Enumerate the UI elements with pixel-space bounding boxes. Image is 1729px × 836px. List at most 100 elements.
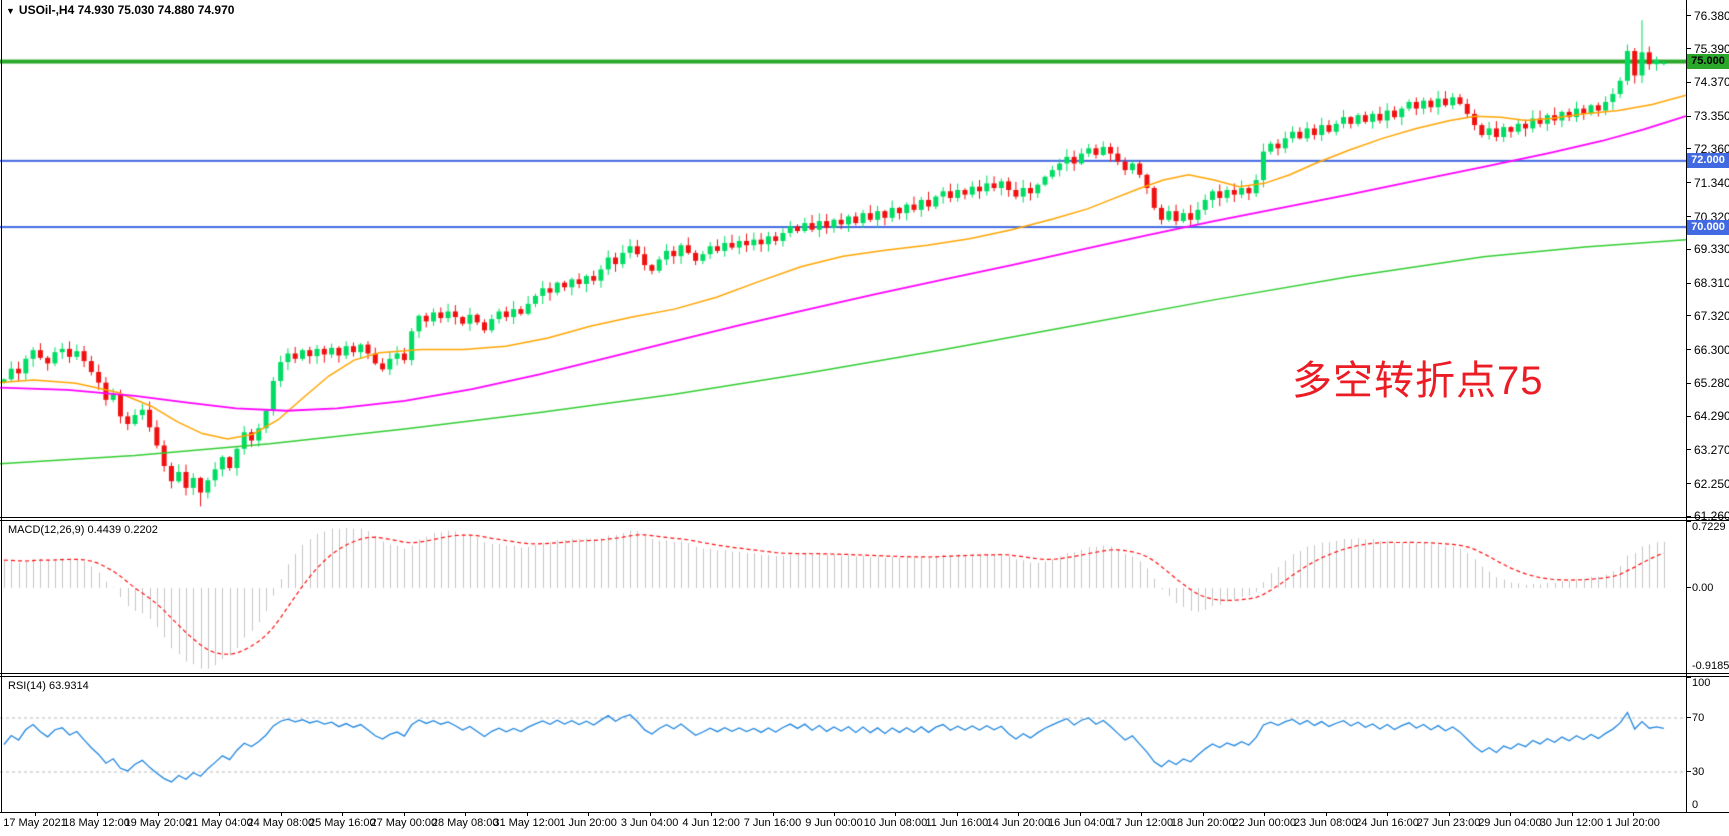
price-axis-label: 62.250 xyxy=(1694,476,1729,491)
main-price-canvas[interactable] xyxy=(0,0,1686,517)
price-axis-label: 73.350 xyxy=(1694,109,1729,124)
time-axis-label: 4 Jun 12:00 xyxy=(682,817,740,829)
panel-separator xyxy=(0,520,1729,521)
time-axis-tick xyxy=(280,812,282,816)
macd-indicator-label: MACD(12,26,9) 0.4439 0.2202 xyxy=(8,524,158,536)
price-axis-border xyxy=(1686,0,1687,812)
time-axis-tick xyxy=(1571,812,1573,816)
time-axis-tick xyxy=(1510,812,1511,816)
chart-left-border xyxy=(1,0,2,812)
time-axis-tick xyxy=(403,812,405,816)
macd-canvas[interactable] xyxy=(0,521,1686,673)
price-axis-label: 72.360 xyxy=(1694,141,1729,156)
macd-axis-label: 0.7229 xyxy=(1692,521,1726,533)
time-axis-tick xyxy=(1264,812,1266,816)
rsi-axis-tick xyxy=(1686,811,1691,813)
time-axis-tick xyxy=(1633,812,1634,816)
hline-price-badge: 75.000 xyxy=(1687,54,1729,70)
rsi-axis-label: 0 xyxy=(1692,799,1699,811)
price-axis-tick xyxy=(1686,148,1691,150)
time-axis-tick xyxy=(157,812,159,816)
time-axis-tick xyxy=(649,812,651,816)
time-axis-label: 14 Jun 20:00 xyxy=(986,817,1051,829)
price-axis-tick xyxy=(1686,216,1691,217)
time-axis-tick xyxy=(35,812,36,816)
price-axis-label: 76.380 xyxy=(1694,8,1729,23)
price-axis-label: 65.280 xyxy=(1694,376,1729,391)
time-axis-tick xyxy=(834,812,835,816)
time-axis-tick xyxy=(1202,812,1204,816)
time-axis-label: 17 Jun 12:00 xyxy=(1109,817,1174,829)
rsi-canvas[interactable] xyxy=(0,677,1686,812)
price-axis-label: 68.310 xyxy=(1694,276,1729,290)
time-axis-label: 23 Jun 08:00 xyxy=(1293,817,1358,829)
time-axis-label: 18 May 12:00 xyxy=(63,817,130,829)
price-axis-label: 61.260 xyxy=(1694,509,1729,524)
price-axis-tick xyxy=(1686,182,1691,184)
time-axis-tick xyxy=(1448,812,1450,816)
time-axis-label: 28 May 08:00 xyxy=(431,817,499,829)
time-axis-label: 3 Jun 04:00 xyxy=(620,817,679,829)
time-axis-label: 24 Jun 16:00 xyxy=(1355,817,1419,829)
price-axis-tick xyxy=(1686,349,1691,350)
time-axis-tick xyxy=(1325,812,1327,816)
time-axis-tick xyxy=(1141,812,1143,816)
time-axis-label: 16 Jun 04:00 xyxy=(1047,817,1112,829)
panel-separator xyxy=(0,673,1729,674)
price-axis-label: 71.340 xyxy=(1694,175,1729,190)
time-axis-tick xyxy=(1018,812,1020,816)
price-axis-tick xyxy=(1686,515,1691,517)
price-axis-label: 67.320 xyxy=(1694,308,1729,323)
price-axis-tick xyxy=(1686,382,1691,384)
time-axis-label: 29 Jun 04:00 xyxy=(1478,817,1542,829)
price-axis-label: 74.370 xyxy=(1694,75,1729,90)
time-axis-label: 7 Jun 16:00 xyxy=(743,817,802,829)
time-axis-label: 31 May 12:00 xyxy=(493,817,561,829)
time-axis-tick xyxy=(588,812,590,816)
rsi-axis-label: 30 xyxy=(1692,765,1705,778)
time-axis-label: 11 Jun 16:00 xyxy=(925,817,989,829)
macd-axis-tick xyxy=(1686,520,1691,522)
time-axis-label: 27 May 00:00 xyxy=(370,817,438,829)
symbol-dropdown-arrow-icon[interactable]: ▼ xyxy=(6,6,15,16)
hline-price-badge: 70.000 xyxy=(1687,219,1729,235)
time-axis-label: 1 Jul 20:00 xyxy=(1606,817,1660,829)
chart-title-bar: ▼ USOil-,H4 74.930 75.030 74.880 74.970 xyxy=(6,3,234,17)
price-axis-tick xyxy=(1686,315,1691,317)
time-axis-border xyxy=(0,812,1729,813)
hline-price-badge: 72.000 xyxy=(1687,153,1729,169)
price-axis-label: 63.270 xyxy=(1694,442,1729,457)
time-axis-label: 30 Jun 12:00 xyxy=(1539,817,1604,829)
macd-axis-tick xyxy=(1686,672,1691,674)
rsi-axis-tick xyxy=(1686,771,1691,772)
macd-axis-label: -0.9185 xyxy=(1692,660,1729,672)
price-axis-tick xyxy=(1686,449,1691,451)
time-axis-label: 1 Jun 20:00 xyxy=(559,817,617,829)
time-axis-tick xyxy=(96,812,98,816)
time-axis-label: 25 May 16:00 xyxy=(308,817,376,829)
price-axis-label: 66.300 xyxy=(1694,342,1729,357)
chart-ohlc-title: USOil-,H4 74.930 75.030 74.880 74.970 xyxy=(18,3,235,17)
panel-separator xyxy=(0,676,1729,677)
time-axis-label: 18 Jun 20:00 xyxy=(1170,817,1235,829)
time-axis-label: 9 Jun 00:00 xyxy=(805,817,863,829)
time-axis-tick xyxy=(711,812,713,816)
rsi-axis-tick xyxy=(1686,676,1691,678)
macd-axis-label: 0.00 xyxy=(1692,581,1714,594)
time-axis-label: 10 Jun 08:00 xyxy=(863,817,928,829)
time-axis-tick xyxy=(219,812,221,816)
time-axis-tick xyxy=(465,812,467,816)
time-axis-label: 27 Jun 23:00 xyxy=(1416,817,1481,829)
price-axis-tick xyxy=(1686,483,1691,485)
rsi-axis-tick xyxy=(1686,717,1691,718)
time-axis-label: 24 May 08:00 xyxy=(247,817,315,829)
time-axis-label: 22 Jun 00:00 xyxy=(1232,817,1296,829)
time-axis-label: 21 May 04:00 xyxy=(186,817,253,829)
price-axis-tick xyxy=(1686,248,1691,250)
price-axis-tick xyxy=(1686,282,1691,284)
rsi-axis-label: 70 xyxy=(1692,711,1705,724)
time-axis-tick xyxy=(772,812,774,816)
rsi-axis-label: 100 xyxy=(1692,677,1711,689)
time-axis-tick xyxy=(956,812,958,816)
macd-axis-tick xyxy=(1686,587,1691,589)
